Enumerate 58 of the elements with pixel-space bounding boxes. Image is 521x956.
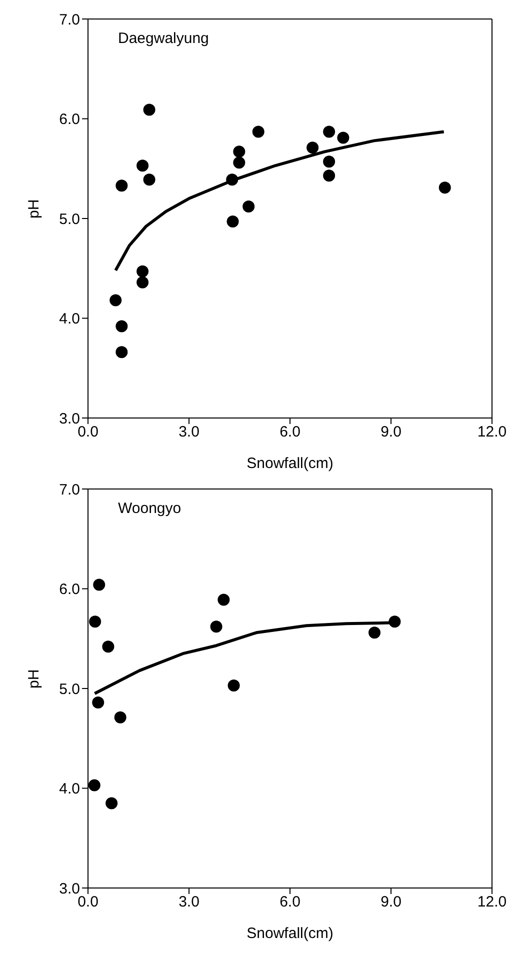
- point: [228, 680, 240, 692]
- point: [93, 578, 106, 591]
- point: [323, 170, 336, 182]
- y-tick-label: 3.0: [59, 410, 80, 428]
- point: [233, 146, 246, 158]
- point: [210, 620, 222, 633]
- point: [110, 294, 122, 306]
- y-tick-label: 3.0: [59, 880, 80, 898]
- y-tick-label: 6.0: [59, 581, 80, 598]
- x-tick-label: 6.0: [280, 894, 300, 911]
- point: [323, 126, 336, 138]
- point: [116, 180, 128, 192]
- point: [306, 142, 319, 154]
- point: [92, 696, 104, 708]
- x-axis-title: Snowfall(cm): [246, 925, 334, 942]
- text: Daegwalyung: [118, 30, 209, 47]
- x-tick-label: 12.0: [477, 894, 507, 911]
- text: Woongyo: [118, 500, 182, 517]
- point: [102, 640, 114, 653]
- x-tick-label: 6.0: [280, 424, 300, 441]
- point: [323, 156, 336, 168]
- point: [116, 346, 128, 358]
- line-series: [114, 130, 446, 272]
- x-tick-label: 9.0: [380, 424, 402, 441]
- x-tick-label: 0.0: [78, 424, 98, 441]
- point: [337, 132, 350, 144]
- x-tick-label: 12.0: [477, 424, 507, 441]
- x-tick-label: 9.0: [380, 894, 402, 911]
- point: [252, 126, 264, 138]
- point: [136, 265, 149, 278]
- y-tick-label: 7.0: [59, 11, 80, 28]
- point: [226, 215, 239, 228]
- point: [106, 797, 118, 810]
- point: [136, 276, 149, 288]
- x-tick-label: 3.0: [178, 424, 200, 441]
- y-axis-title: pH: [25, 199, 42, 218]
- point: [242, 200, 255, 213]
- point: [233, 156, 246, 169]
- x-axis-title: Snowfall(cm): [246, 455, 334, 472]
- y-tick-label: 5.0: [59, 680, 80, 698]
- point: [368, 626, 381, 639]
- point: [114, 711, 126, 724]
- y-tick-label: 7.0: [59, 481, 80, 498]
- x-tick-label: 3.0: [178, 894, 200, 911]
- point: [88, 779, 100, 792]
- point: [143, 174, 156, 186]
- y-tick-label: 6.0: [59, 111, 80, 128]
- point: [116, 320, 128, 332]
- point: [136, 160, 149, 172]
- y-tick-label: 4.0: [59, 780, 80, 798]
- point: [143, 104, 156, 116]
- x-tick-label: 0.0: [78, 894, 98, 911]
- point: [218, 594, 230, 606]
- y-tick-label: 4.0: [59, 310, 80, 328]
- y-axis-title: pH: [25, 669, 42, 688]
- point: [438, 182, 451, 194]
- point: [89, 616, 102, 628]
- y-tick-label: 5.0: [59, 210, 80, 228]
